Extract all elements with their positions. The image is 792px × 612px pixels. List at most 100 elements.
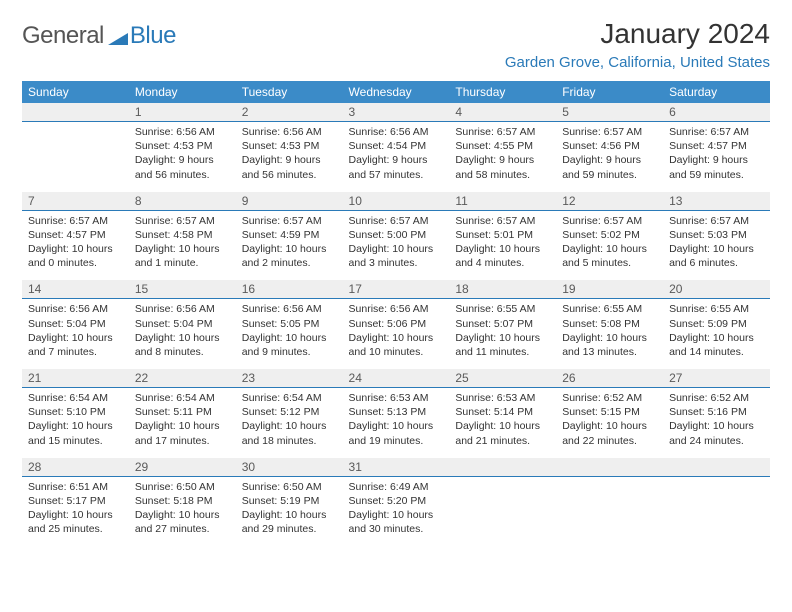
day2-text: and 1 minute. [135, 256, 230, 270]
day1-text: Daylight: 10 hours [242, 508, 337, 522]
sunrise-text: Sunrise: 6:55 AM [669, 302, 764, 316]
sunrise-text: Sunrise: 6:56 AM [242, 125, 337, 139]
day1-text: Daylight: 10 hours [135, 331, 230, 345]
day1-text: Daylight: 10 hours [242, 242, 337, 256]
location: Garden Grove, California, United States [505, 54, 770, 71]
day1-text: Daylight: 10 hours [349, 242, 444, 256]
day2-text: and 27 minutes. [135, 522, 230, 536]
day-number: 4 [449, 103, 556, 122]
sunset-text: Sunset: 5:18 PM [135, 494, 230, 508]
sunset-text: Sunset: 5:04 PM [135, 317, 230, 331]
day-cell: Sunrise: 6:56 AMSunset: 4:53 PMDaylight:… [236, 122, 343, 192]
day2-text: and 4 minutes. [455, 256, 550, 270]
day-number: 2 [236, 103, 343, 122]
header: General Blue January 2024 Garden Grove, … [22, 18, 770, 71]
day1-text: Daylight: 9 hours [455, 153, 550, 167]
day-number-row: 14151617181920 [22, 280, 770, 299]
sunset-text: Sunset: 4:58 PM [135, 228, 230, 242]
day-content-row: Sunrise: 6:57 AMSunset: 4:57 PMDaylight:… [22, 210, 770, 280]
day-cell: Sunrise: 6:56 AMSunset: 4:54 PMDaylight:… [343, 122, 450, 192]
sunset-text: Sunset: 5:05 PM [242, 317, 337, 331]
day-number: 10 [343, 192, 450, 211]
day2-text: and 10 minutes. [349, 345, 444, 359]
day-number: 25 [449, 369, 556, 388]
sunset-text: Sunset: 4:53 PM [135, 139, 230, 153]
day-cell: Sunrise: 6:55 AMSunset: 5:07 PMDaylight:… [449, 299, 556, 369]
day2-text: and 59 minutes. [562, 168, 657, 182]
day-content-row: Sunrise: 6:51 AMSunset: 5:17 PMDaylight:… [22, 476, 770, 546]
day-cell: Sunrise: 6:57 AMSunset: 5:03 PMDaylight:… [663, 210, 770, 280]
sunset-text: Sunset: 5:16 PM [669, 405, 764, 419]
sunrise-text: Sunrise: 6:57 AM [562, 125, 657, 139]
day-number: 15 [129, 280, 236, 299]
sunrise-text: Sunrise: 6:52 AM [562, 391, 657, 405]
day-number: 6 [663, 103, 770, 122]
sunset-text: Sunset: 5:04 PM [28, 317, 123, 331]
day-cell: Sunrise: 6:51 AMSunset: 5:17 PMDaylight:… [22, 476, 129, 546]
day2-text: and 8 minutes. [135, 345, 230, 359]
day2-text: and 59 minutes. [669, 168, 764, 182]
day2-text: and 14 minutes. [669, 345, 764, 359]
day2-text: and 17 minutes. [135, 434, 230, 448]
day-number: 21 [22, 369, 129, 388]
day-cell: Sunrise: 6:57 AMSunset: 4:55 PMDaylight:… [449, 122, 556, 192]
sunrise-text: Sunrise: 6:57 AM [28, 214, 123, 228]
day-header: Sunday [22, 81, 129, 103]
sunset-text: Sunset: 4:53 PM [242, 139, 337, 153]
logo-triangle-icon [108, 29, 128, 50]
day-number [663, 458, 770, 477]
day2-text: and 7 minutes. [28, 345, 123, 359]
sunrise-text: Sunrise: 6:57 AM [455, 214, 550, 228]
day-number: 14 [22, 280, 129, 299]
sunrise-text: Sunrise: 6:50 AM [135, 480, 230, 494]
day-cell: Sunrise: 6:50 AMSunset: 5:18 PMDaylight:… [129, 476, 236, 546]
sunrise-text: Sunrise: 6:57 AM [242, 214, 337, 228]
day1-text: Daylight: 10 hours [28, 242, 123, 256]
day2-text: and 18 minutes. [242, 434, 337, 448]
day-header: Friday [556, 81, 663, 103]
day1-text: Daylight: 9 hours [349, 153, 444, 167]
day-number: 30 [236, 458, 343, 477]
sunrise-text: Sunrise: 6:57 AM [669, 125, 764, 139]
day-cell: Sunrise: 6:54 AMSunset: 5:11 PMDaylight:… [129, 388, 236, 458]
day-cell: Sunrise: 6:52 AMSunset: 5:16 PMDaylight:… [663, 388, 770, 458]
day1-text: Daylight: 9 hours [669, 153, 764, 167]
day2-text: and 13 minutes. [562, 345, 657, 359]
day1-text: Daylight: 10 hours [562, 331, 657, 345]
day-cell [22, 122, 129, 192]
day-cell: Sunrise: 6:52 AMSunset: 5:15 PMDaylight:… [556, 388, 663, 458]
day-number: 29 [129, 458, 236, 477]
day1-text: Daylight: 10 hours [349, 508, 444, 522]
day1-text: Daylight: 10 hours [669, 242, 764, 256]
title-block: January 2024 Garden Grove, California, U… [505, 18, 770, 71]
day-cell [449, 476, 556, 546]
sunset-text: Sunset: 4:56 PM [562, 139, 657, 153]
sunrise-text: Sunrise: 6:54 AM [242, 391, 337, 405]
day-cell: Sunrise: 6:56 AMSunset: 5:05 PMDaylight:… [236, 299, 343, 369]
day-header: Wednesday [343, 81, 450, 103]
day1-text: Daylight: 9 hours [242, 153, 337, 167]
day-cell: Sunrise: 6:57 AMSunset: 4:58 PMDaylight:… [129, 210, 236, 280]
day-number: 13 [663, 192, 770, 211]
day2-text: and 57 minutes. [349, 168, 444, 182]
day2-text: and 15 minutes. [28, 434, 123, 448]
logo: General Blue [22, 22, 176, 50]
day-content-row: Sunrise: 6:56 AMSunset: 4:53 PMDaylight:… [22, 122, 770, 192]
day-cell: Sunrise: 6:56 AMSunset: 5:06 PMDaylight:… [343, 299, 450, 369]
day-number [449, 458, 556, 477]
day2-text: and 25 minutes. [28, 522, 123, 536]
day2-text: and 9 minutes. [242, 345, 337, 359]
sunrise-text: Sunrise: 6:55 AM [562, 302, 657, 316]
sunset-text: Sunset: 5:11 PM [135, 405, 230, 419]
day2-text: and 30 minutes. [349, 522, 444, 536]
sunrise-text: Sunrise: 6:56 AM [349, 125, 444, 139]
sunset-text: Sunset: 5:06 PM [349, 317, 444, 331]
day-cell: Sunrise: 6:55 AMSunset: 5:09 PMDaylight:… [663, 299, 770, 369]
day1-text: Daylight: 10 hours [135, 508, 230, 522]
sunset-text: Sunset: 5:02 PM [562, 228, 657, 242]
day-cell: Sunrise: 6:54 AMSunset: 5:12 PMDaylight:… [236, 388, 343, 458]
day2-text: and 29 minutes. [242, 522, 337, 536]
day-cell: Sunrise: 6:50 AMSunset: 5:19 PMDaylight:… [236, 476, 343, 546]
day1-text: Daylight: 10 hours [455, 331, 550, 345]
sunrise-text: Sunrise: 6:57 AM [135, 214, 230, 228]
